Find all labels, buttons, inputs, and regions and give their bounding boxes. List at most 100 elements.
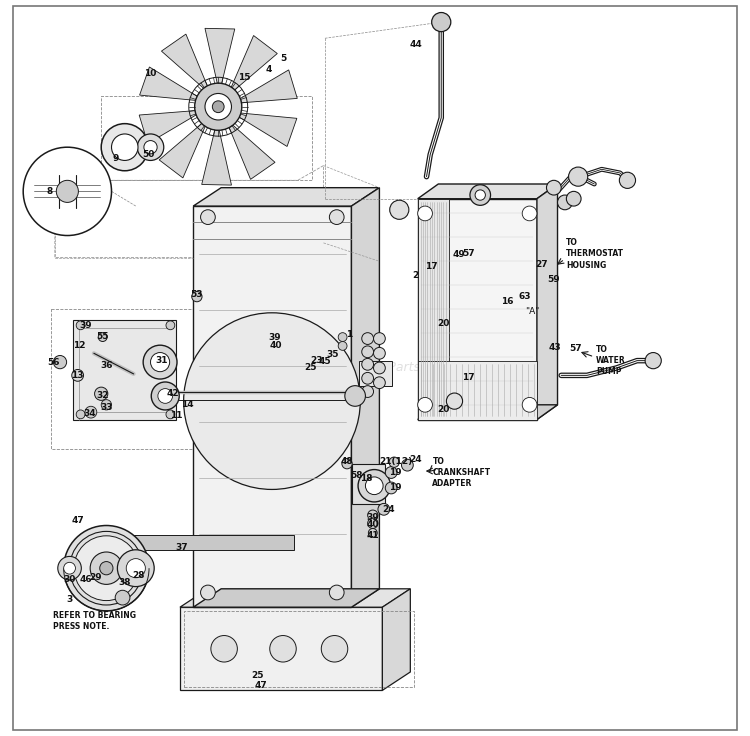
Circle shape [212, 101, 224, 113]
Polygon shape [418, 199, 537, 420]
Text: 59: 59 [547, 275, 560, 284]
Circle shape [152, 382, 179, 410]
Text: 29: 29 [89, 573, 102, 582]
Circle shape [342, 459, 352, 469]
Circle shape [386, 482, 397, 494]
Text: 40: 40 [367, 520, 379, 529]
Polygon shape [140, 110, 196, 144]
Text: 10: 10 [144, 69, 157, 78]
Circle shape [362, 358, 374, 370]
Polygon shape [418, 184, 557, 199]
Text: "A": "A" [525, 307, 539, 316]
Circle shape [432, 13, 451, 32]
Text: 40: 40 [269, 342, 282, 350]
Text: 37: 37 [175, 543, 188, 552]
Text: 58: 58 [350, 471, 363, 480]
Polygon shape [194, 589, 380, 607]
Text: 25: 25 [251, 671, 263, 680]
Circle shape [98, 333, 107, 342]
Polygon shape [161, 34, 207, 88]
Circle shape [74, 536, 139, 601]
Circle shape [76, 321, 85, 330]
Circle shape [118, 550, 154, 587]
Text: 19: 19 [388, 484, 401, 492]
Circle shape [53, 355, 67, 369]
Circle shape [568, 167, 588, 186]
Circle shape [374, 362, 386, 374]
Circle shape [101, 400, 112, 410]
Text: 34: 34 [84, 409, 97, 418]
Circle shape [151, 353, 170, 372]
Text: 32: 32 [97, 391, 109, 400]
Text: 41: 41 [367, 531, 379, 539]
Text: 13: 13 [70, 371, 83, 380]
Circle shape [143, 345, 177, 379]
Polygon shape [180, 589, 410, 607]
Text: 57: 57 [462, 250, 475, 258]
Circle shape [418, 206, 433, 221]
Circle shape [362, 386, 374, 397]
Text: 49: 49 [452, 250, 465, 259]
Text: 16: 16 [501, 297, 514, 306]
Circle shape [270, 636, 296, 662]
Circle shape [645, 353, 662, 369]
Circle shape [192, 291, 202, 302]
Text: 57: 57 [569, 344, 582, 353]
Polygon shape [537, 184, 557, 420]
Polygon shape [352, 188, 380, 607]
Polygon shape [180, 607, 382, 690]
Circle shape [446, 393, 463, 409]
Circle shape [205, 93, 232, 120]
Circle shape [547, 180, 561, 195]
Circle shape [137, 134, 164, 160]
Circle shape [557, 195, 572, 210]
Text: TO
WATER
PUMP: TO WATER PUMP [596, 345, 626, 376]
Text: 3: 3 [67, 595, 73, 604]
Polygon shape [205, 29, 235, 83]
Polygon shape [358, 361, 392, 386]
Circle shape [64, 526, 149, 611]
Text: TO
THERMOSTAT
HOUSING: TO THERMOSTAT HOUSING [566, 238, 624, 269]
Text: 14: 14 [181, 400, 194, 409]
Polygon shape [352, 464, 386, 504]
Circle shape [475, 190, 485, 200]
Text: 15: 15 [238, 73, 251, 82]
Text: 5: 5 [280, 54, 286, 63]
Circle shape [374, 377, 386, 389]
Text: 42: 42 [166, 389, 179, 398]
Circle shape [362, 333, 374, 344]
Polygon shape [121, 535, 294, 550]
Circle shape [56, 180, 79, 202]
Text: 46: 46 [80, 576, 92, 584]
Text: 9: 9 [112, 154, 119, 163]
Circle shape [195, 83, 242, 130]
Text: 21(12): 21(12) [379, 457, 412, 466]
Circle shape [166, 321, 175, 330]
Circle shape [365, 477, 383, 495]
Text: 45: 45 [319, 357, 332, 366]
Circle shape [184, 313, 360, 489]
Text: 25: 25 [304, 364, 316, 372]
Circle shape [362, 372, 374, 384]
Circle shape [362, 346, 374, 358]
Text: 20: 20 [437, 405, 450, 414]
Circle shape [522, 206, 537, 221]
Circle shape [566, 191, 581, 206]
Circle shape [338, 342, 347, 350]
Text: 28: 28 [132, 571, 144, 580]
Circle shape [23, 147, 112, 236]
Circle shape [358, 470, 391, 502]
Circle shape [112, 134, 138, 160]
Text: 19: 19 [388, 468, 401, 477]
Text: 17: 17 [462, 373, 475, 382]
Circle shape [378, 503, 390, 515]
Circle shape [158, 389, 172, 403]
Circle shape [126, 559, 146, 578]
Circle shape [368, 518, 378, 528]
Circle shape [101, 124, 148, 171]
Circle shape [64, 562, 76, 574]
Circle shape [345, 386, 365, 406]
Circle shape [470, 185, 490, 205]
Text: REFER TO BEARING
PRESS NOTE.: REFER TO BEARING PRESS NOTE. [53, 611, 136, 631]
Text: 44: 44 [409, 40, 422, 49]
